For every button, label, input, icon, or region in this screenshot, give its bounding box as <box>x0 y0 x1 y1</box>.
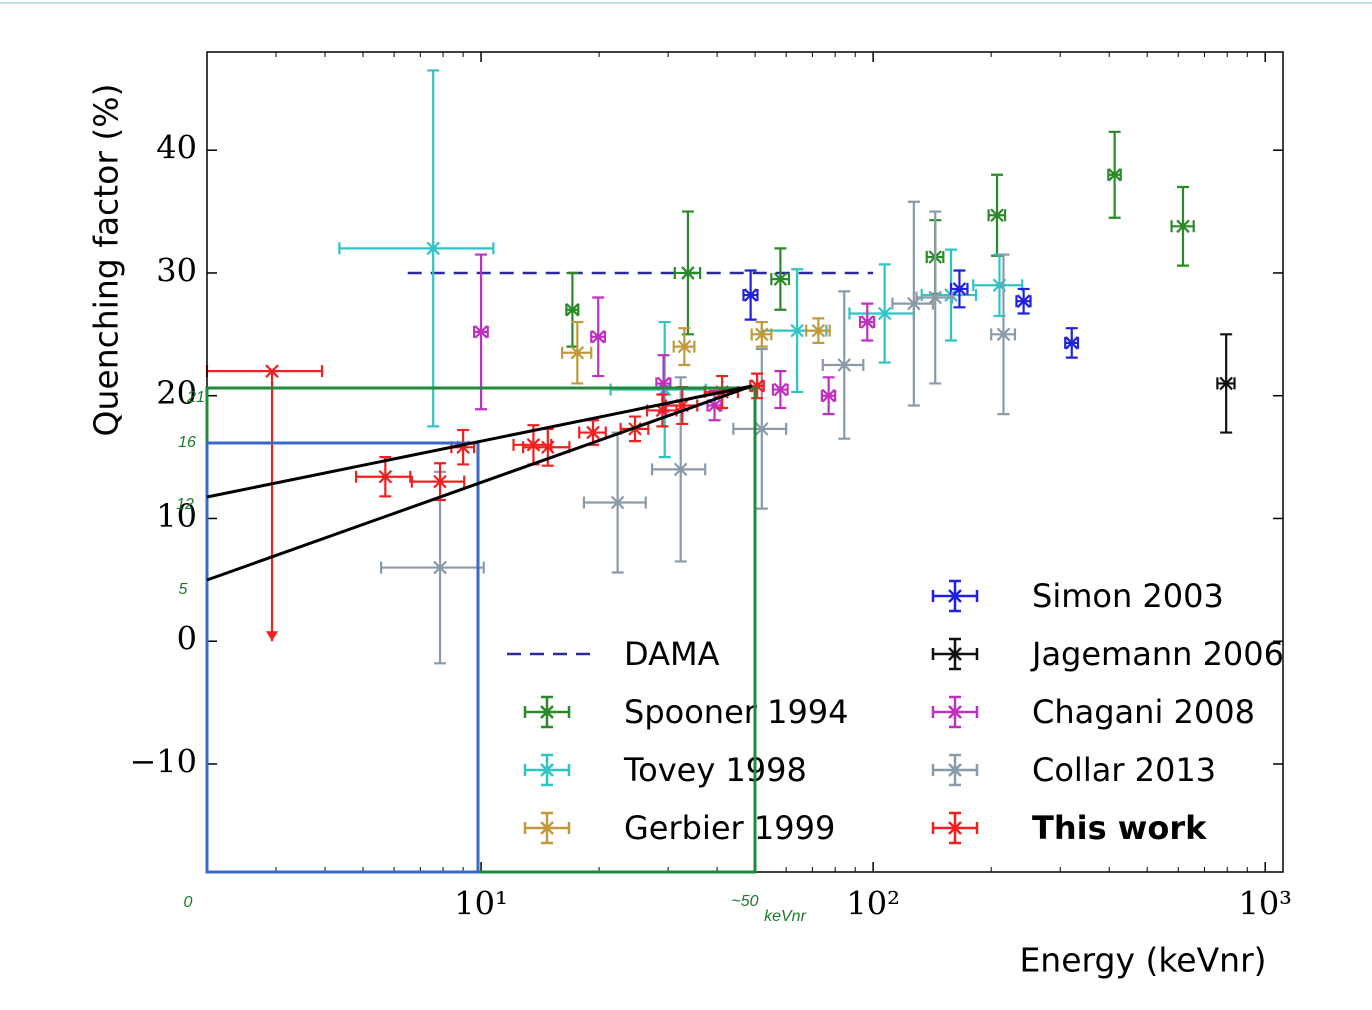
data-point <box>987 173 1007 257</box>
data-point <box>582 431 647 574</box>
x-tick-label: 10² <box>846 885 900 923</box>
legend-entry: Gerbier 1999 <box>523 809 835 847</box>
legend-label: Jagemann 2006 <box>1030 635 1284 673</box>
x-tick-label: 10³ <box>1238 885 1292 923</box>
data-point <box>473 253 489 411</box>
annotation: 5 <box>179 581 188 598</box>
legend-swatch <box>931 579 979 613</box>
y-tick-label: 0 <box>177 620 197 658</box>
data-point <box>990 253 1017 416</box>
legend-entry: Jagemann 2006 <box>931 635 1284 673</box>
legend-entry: Spooner 1994 <box>523 693 849 731</box>
legend-swatch <box>931 753 979 787</box>
data-point <box>672 327 696 367</box>
legend-label: Collar 2013 <box>1032 751 1216 789</box>
data-point <box>848 263 915 364</box>
data-point <box>578 419 607 446</box>
data-point <box>972 253 1024 318</box>
annotation: 16 <box>178 434 196 451</box>
legend-entry: Simon 2003 <box>931 577 1224 615</box>
legend-label: This work <box>1032 809 1207 847</box>
y-tick-label: −10 <box>129 742 197 780</box>
data-point <box>561 320 593 385</box>
data-point <box>410 462 466 502</box>
data-point <box>805 317 831 345</box>
data-point <box>770 247 791 311</box>
annotation: keVnr <box>764 908 806 925</box>
data-point <box>1216 333 1236 434</box>
upper-limit-arrow <box>266 631 279 642</box>
annotation: 0 <box>184 894 193 911</box>
legend-label: Simon 2003 <box>1032 577 1224 615</box>
data-point <box>915 210 954 385</box>
y-tick-label: 20 <box>156 374 197 412</box>
legend-swatch <box>523 753 571 787</box>
legend-label: Tovey 1998 <box>623 751 807 789</box>
data-point <box>650 376 707 563</box>
data-point <box>1064 327 1080 359</box>
legend-swatch <box>523 811 571 845</box>
legend-swatch <box>931 637 979 671</box>
annotation-line <box>206 384 753 499</box>
data-point <box>742 269 759 321</box>
data-point <box>821 290 865 440</box>
legend-swatch <box>523 695 571 729</box>
legend-entry: Chagani 2008 <box>931 693 1255 731</box>
legend-entry: DAMA <box>507 635 720 673</box>
legend-label: Spooner 1994 <box>624 693 849 731</box>
x-tick-label: 10¹ <box>454 885 508 923</box>
annotation-line <box>206 384 753 582</box>
legend-entry: Collar 2013 <box>931 751 1216 789</box>
y-axis-label: Quenching factor (%) <box>87 84 126 437</box>
data-point <box>354 455 412 498</box>
handwritten-annotations: 21 16 12 5 0 ~50 keVnr <box>176 384 807 925</box>
data-point <box>673 210 702 336</box>
annotation-box <box>205 386 757 874</box>
data-point <box>590 296 607 378</box>
data-point <box>664 386 699 426</box>
annotation: 12 <box>176 496 194 513</box>
legend-label: Gerbier 1999 <box>624 809 835 847</box>
legend-entry: Tovey 1998 <box>523 751 807 789</box>
data-point <box>338 69 495 428</box>
data-point <box>750 320 773 348</box>
legend-label: DAMA <box>624 635 720 673</box>
legend-entry: This work <box>931 809 1207 847</box>
y-tick-label: 40 <box>156 129 197 167</box>
data-point <box>732 347 788 510</box>
annotation: ~50 <box>731 893 758 910</box>
data-point <box>1015 287 1032 315</box>
x-axis-label: Energy (keVnr) <box>1019 941 1266 980</box>
data-point <box>891 200 934 407</box>
annotation: 21 <box>186 389 205 406</box>
legend-label: Chagani 2008 <box>1032 693 1255 731</box>
data-point <box>1170 185 1195 267</box>
data-point <box>1107 130 1122 219</box>
data-point <box>205 364 324 642</box>
y-tick-label: 30 <box>156 251 197 289</box>
annotation-box <box>205 441 480 874</box>
data-point <box>949 269 969 309</box>
data-point <box>858 302 876 342</box>
legend-swatch <box>931 811 979 845</box>
legend-swatch <box>931 695 979 729</box>
y-tick-label: 10 <box>156 497 197 535</box>
data-point <box>820 376 837 416</box>
data-point <box>771 370 789 410</box>
